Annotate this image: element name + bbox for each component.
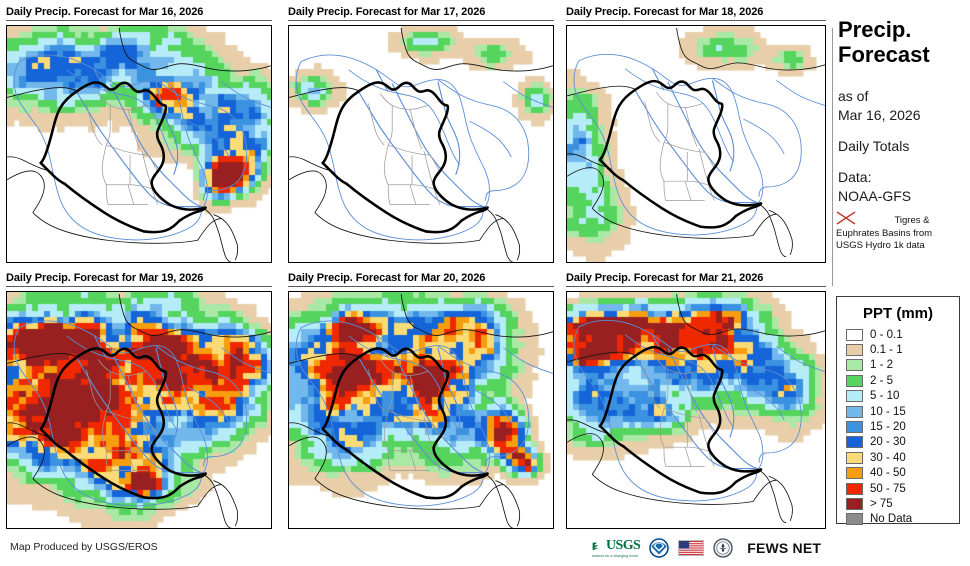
basin-x-icon	[834, 210, 860, 228]
map-panel-mar19[interactable]: Daily Precip. Forecast for Mar 19, 2026	[6, 272, 272, 529]
map-vectors	[567, 27, 825, 257]
precip-legend: PPT (mm) 0 - 0.1 0.1 - 1 1 - 2 2 - 5 5 - 10 1…	[836, 296, 960, 527]
legend-item: 10 - 15	[837, 404, 959, 419]
usgs-mark-icon	[592, 542, 599, 550]
map-panel-mar16[interactable]: Daily Precip. Forecast for Mar 16, 2026	[6, 6, 272, 263]
legend-label: 15 - 20	[870, 421, 906, 434]
noaa-seal-icon	[649, 538, 669, 558]
map-canvas[interactable]	[6, 291, 272, 529]
legend-item: 40 - 50	[837, 466, 959, 481]
legend-item: 2 - 5	[837, 373, 959, 388]
panel-title: Daily Precip. Forecast for Mar 18, 2026	[566, 6, 826, 21]
legend-label: 2 - 5	[870, 374, 894, 387]
legend-label: 20 - 30	[870, 436, 906, 449]
legend-swatch	[846, 359, 863, 372]
panel-title: Daily Precip. Forecast for Mar 17, 2026	[288, 6, 554, 21]
legend-swatch	[846, 467, 863, 480]
panel-title: Daily Precip. Forecast for Mar 16, 2026	[6, 6, 272, 21]
legend-swatch	[846, 451, 863, 464]
legend-label: > 75	[870, 497, 893, 510]
page-title-line2: Forecast	[838, 41, 930, 67]
legend-item: 0 - 0.1	[837, 327, 959, 342]
legend-label: 0.1 - 1	[870, 344, 903, 357]
sidebar-divider	[832, 28, 833, 286]
us-flag-icon	[678, 540, 705, 556]
legend-item: 1 - 2	[837, 358, 959, 373]
map-panel-mar17[interactable]: Daily Precip. Forecast for Mar 17, 2026	[288, 6, 554, 263]
legend-swatch	[846, 344, 863, 357]
map-canvas[interactable]	[6, 25, 272, 263]
legend-label: 5 - 10	[870, 390, 900, 403]
legend-swatch	[846, 436, 863, 449]
map-canvas[interactable]	[288, 291, 554, 529]
panel-title: Daily Precip. Forecast for Mar 20, 2026	[288, 272, 554, 287]
fews-net-logo[interactable]: FEWS NET	[742, 540, 821, 556]
legend-item: > 75	[837, 496, 959, 511]
usgs-tagline: science for a changing world	[592, 554, 638, 558]
legend-label: 30 - 40	[870, 451, 906, 464]
legend-item-list: 0 - 0.1 0.1 - 1 1 - 2 2 - 5 5 - 10 10 - 15 15 …	[837, 327, 959, 527]
legend-swatch	[846, 390, 863, 403]
noaa-logo[interactable]	[649, 538, 669, 558]
precip-raster	[7, 292, 271, 528]
legend-swatch	[846, 497, 863, 510]
map-vectors	[7, 293, 271, 528]
legend-label: 10 - 15	[870, 405, 906, 418]
state-dept-seal-logo[interactable]	[713, 538, 733, 558]
precip-raster	[289, 26, 553, 262]
fews-net-wordmark: FEWS NET	[747, 540, 822, 556]
legend-swatch	[846, 482, 863, 495]
precip-raster	[289, 292, 553, 528]
map-vectors	[567, 293, 825, 523]
legend-swatch	[846, 513, 863, 526]
legend-item: 20 - 30	[837, 435, 959, 450]
usgs-wordmark: USGS	[606, 538, 641, 553]
legend-label: 0 - 0.1	[870, 328, 903, 341]
legend-item: 30 - 40	[837, 450, 959, 465]
agency-logos: USGS science for a changing world	[592, 534, 821, 562]
legend-swatch	[846, 421, 863, 434]
map-panel-mar20[interactable]: Daily Precip. Forecast for Mar 20, 2026	[288, 272, 554, 529]
legend-label: 50 - 75	[870, 482, 906, 495]
as-of-label: as of	[838, 88, 869, 105]
us-flag-logo[interactable]	[678, 540, 705, 556]
basin-text-line1: Tigres &	[894, 214, 930, 226]
map-credit: Map Produced by USGS/EROS	[10, 541, 158, 553]
panel-title: Daily Precip. Forecast for Mar 21, 2026	[566, 272, 826, 287]
data-source: NOAA-GFS	[838, 187, 912, 204]
basin-legend: Tigres & Euphrates Basins from USGS Hydr…	[834, 210, 970, 252]
map-vectors	[289, 27, 553, 262]
page-title-line1: Precip.	[838, 17, 912, 42]
legend-label: 1 - 2	[870, 359, 894, 372]
map-canvas[interactable]	[288, 25, 554, 263]
map-vectors	[289, 293, 553, 528]
map-canvas[interactable]	[566, 291, 826, 529]
legend-title: PPT (mm)	[862, 305, 933, 322]
basin-text-line3: USGS Hydro 1k data	[836, 239, 925, 251]
data-label: Data:	[838, 168, 872, 185]
info-sidebar: Precip. Forecast as of Mar 16, 2026 Dail…	[832, 17, 970, 286]
legend-swatch	[846, 374, 863, 387]
legend-swatch	[846, 328, 863, 341]
usgs-logo[interactable]: USGS science for a changing world	[592, 538, 641, 558]
panel-title: Daily Precip. Forecast for Mar 19, 2026	[6, 272, 272, 287]
state-dept-seal-icon	[713, 538, 733, 558]
as-of-date: Mar 16, 2026	[838, 107, 921, 124]
precip-raster	[7, 26, 271, 262]
map-panel-mar18[interactable]: Daily Precip. Forecast for Mar 18, 2026	[566, 6, 826, 263]
legend-item: 50 - 75	[837, 481, 959, 496]
legend-item: No Data	[837, 512, 959, 527]
legend-item: 15 - 20	[837, 419, 959, 434]
legend-label: 40 - 50	[870, 467, 906, 480]
basin-text-line2: Euphrates Basins from	[836, 227, 933, 239]
legend-item: 0.1 - 1	[837, 342, 959, 357]
map-canvas[interactable]	[566, 25, 826, 263]
totals-label: Daily Totals	[838, 138, 910, 155]
legend-item: 5 - 10	[837, 389, 959, 404]
map-vectors	[7, 27, 271, 262]
legend-swatch	[846, 405, 863, 418]
legend-label: No Data	[870, 513, 913, 526]
map-panel-mar21[interactable]: Daily Precip. Forecast for Mar 21, 2026	[566, 272, 826, 529]
